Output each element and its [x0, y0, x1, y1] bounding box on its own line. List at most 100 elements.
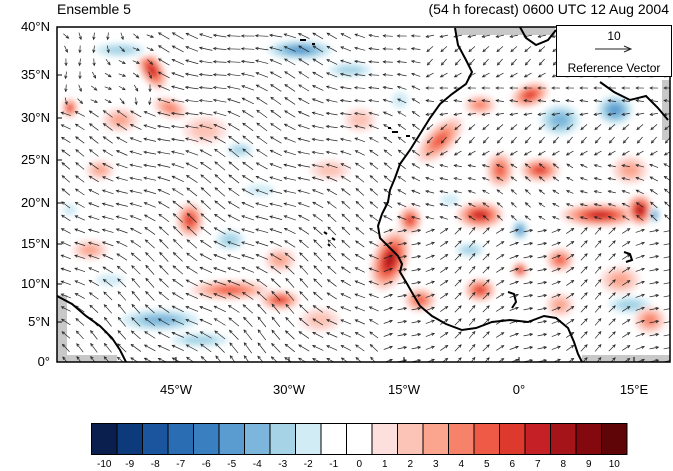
wind-vector: [496, 267, 505, 273]
wind-vector: [411, 320, 422, 324]
wind-vector: [339, 112, 352, 116]
wind-vector: [214, 148, 226, 158]
wind-vector: [200, 187, 212, 197]
wind-vector: [468, 239, 476, 248]
wind-vector: [326, 305, 338, 312]
wind-vector: [325, 163, 338, 168]
wind-vector: [635, 112, 644, 116]
wind-vector: [243, 342, 253, 354]
wind-vector: [88, 279, 99, 287]
wind-vector: [440, 124, 448, 131]
wind-vector: [87, 215, 100, 221]
wind-vector: [313, 239, 323, 249]
wind-vector: [411, 150, 420, 156]
wind-vector: [311, 85, 324, 91]
wind-vector: [106, 32, 110, 41]
wind-vector: [269, 189, 283, 194]
wind-vector: [411, 307, 422, 311]
wind-vector: [594, 343, 602, 352]
wind-vector: [425, 345, 435, 350]
wind-vector: [60, 111, 71, 116]
wind-vector: [186, 212, 197, 223]
wind-vector: [255, 215, 269, 220]
wind-vector: [369, 201, 379, 209]
wind-vector: [184, 124, 199, 129]
wind-vector: [144, 239, 155, 249]
wind-vector: [298, 45, 310, 53]
wind-vector: [440, 293, 449, 299]
colorbar-label: -6: [201, 459, 211, 470]
wind-vector: [635, 280, 646, 285]
wind-vector: [510, 58, 517, 66]
wind-vector: [255, 72, 269, 78]
wind-vector: [369, 175, 379, 183]
wind-vector: [299, 277, 309, 288]
wind-vector: [171, 45, 184, 53]
wind-vector: [649, 281, 660, 285]
wind-vector: [552, 358, 561, 362]
wind-vector: [285, 316, 295, 327]
colorbar-box: [448, 423, 475, 455]
wind-vector: [241, 267, 255, 273]
wind-vector: [579, 86, 589, 90]
wind-vector: [396, 85, 407, 90]
wind-vector: [580, 331, 588, 339]
wind-vector: [283, 33, 296, 39]
wind-vector: [649, 255, 660, 259]
wind-vector: [185, 175, 198, 183]
wind-vector: [649, 176, 659, 182]
wind-vector: [649, 242, 660, 246]
wind-vector: [649, 333, 660, 337]
wind-vector: [283, 215, 296, 221]
wind-vector: [425, 267, 435, 272]
wind-vector: [495, 34, 504, 38]
wind-vector: [269, 136, 282, 144]
colorbar-box: [601, 423, 628, 455]
wind-vector: [213, 213, 226, 222]
wind-vector: [622, 267, 631, 273]
colorbar-label: 7: [534, 459, 541, 470]
wind-vector: [269, 228, 283, 234]
wind-vector: [621, 86, 631, 90]
wind-vector: [269, 241, 282, 247]
wind-vector: [131, 317, 141, 327]
colorbar-label: 10: [608, 459, 620, 470]
wind-vector: [241, 228, 255, 234]
wind-vector: [270, 109, 282, 118]
wind-vector: [383, 319, 393, 324]
wind-vector: [115, 202, 128, 207]
wind-vector: [227, 123, 240, 131]
wind-vector: [635, 332, 646, 337]
wind-vector: [120, 32, 124, 41]
wind-vector: [60, 136, 71, 143]
wind-vector: [242, 291, 254, 300]
wind-vector: [213, 240, 227, 248]
wind-vector: [92, 45, 96, 54]
wind-vector: [212, 85, 227, 90]
wind-vector: [468, 291, 476, 300]
wind-vector: [60, 228, 71, 234]
wind-vector: [523, 268, 534, 272]
wind-vector: [147, 59, 154, 65]
wind-vector: [468, 265, 476, 274]
colorbar-label: -4: [252, 459, 262, 470]
wind-vector: [454, 266, 462, 274]
wind-vector: [523, 150, 532, 156]
mediterranean-coast: [599, 81, 669, 121]
wind-vector: [198, 111, 213, 116]
wind-vector: [311, 98, 324, 104]
wind-vector: [116, 356, 124, 362]
wind-vector: [102, 266, 114, 274]
wind-vector: [185, 32, 198, 40]
wind-vector: [241, 110, 254, 118]
wind-vector: [622, 306, 631, 312]
wind-vector: [185, 266, 198, 274]
wind-vector: [354, 33, 366, 39]
wind-vector: [566, 305, 575, 312]
wind-vector: [509, 306, 520, 311]
wind-vector: [269, 59, 282, 65]
wind-vector: [523, 333, 534, 337]
wind-vector: [172, 200, 184, 210]
wind-vector: [74, 215, 85, 221]
wind-vector: [440, 254, 449, 260]
